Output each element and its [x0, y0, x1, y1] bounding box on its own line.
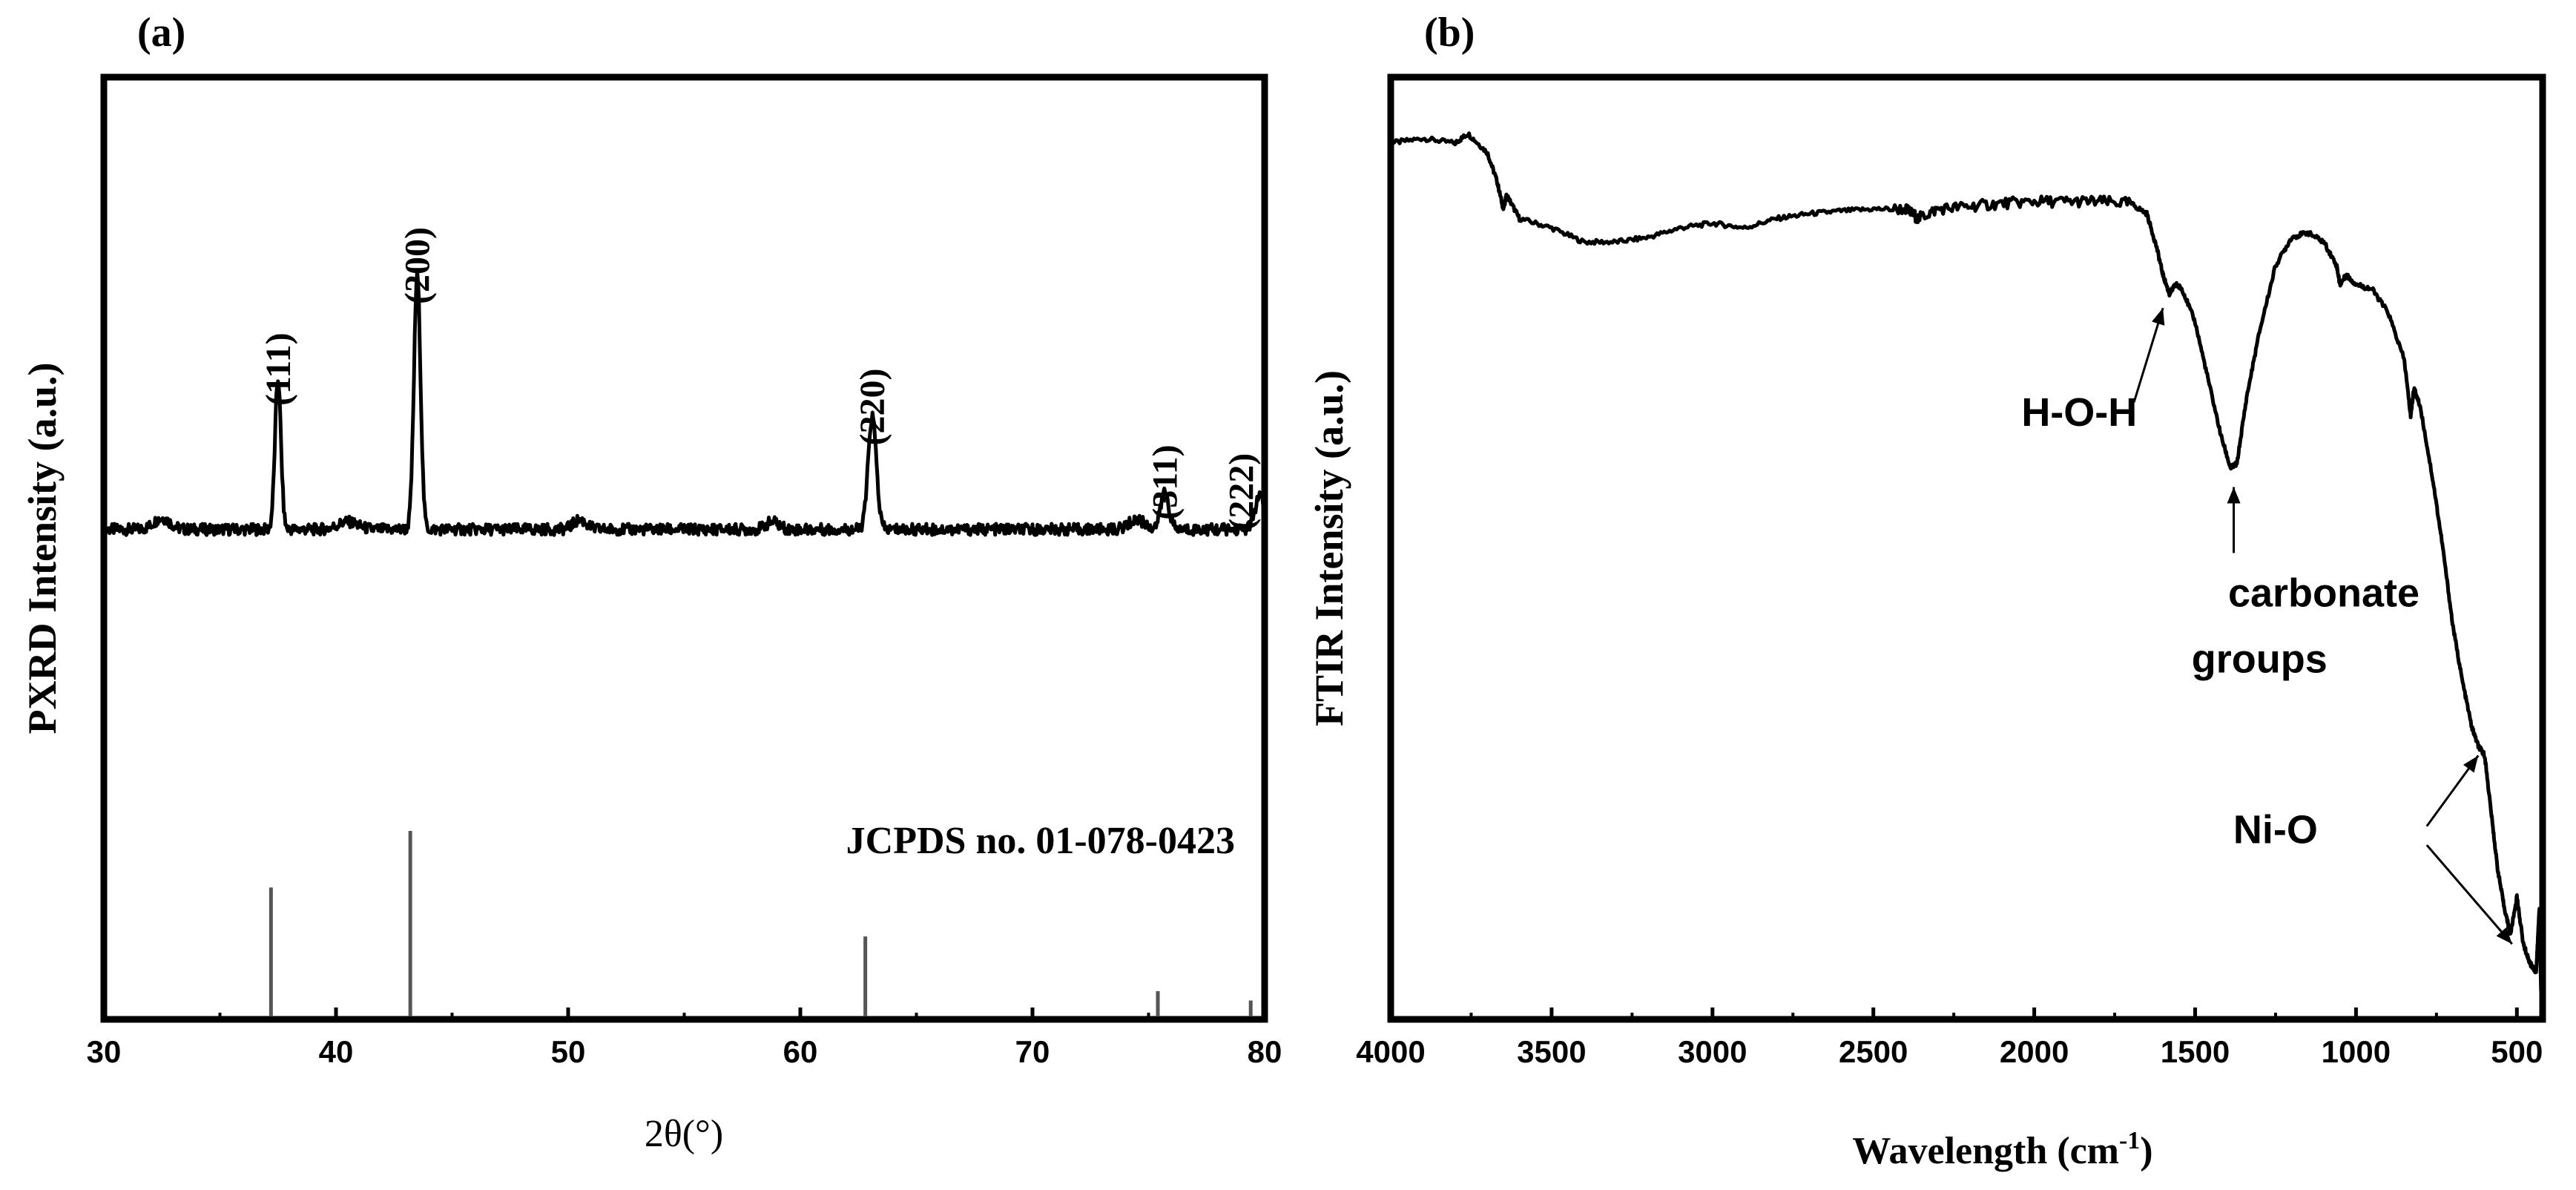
- annotation-ni-o: Ni-O: [2233, 808, 2318, 852]
- x-axis-label-b-sup: -1: [2119, 1127, 2140, 1154]
- x-axis-label-b: Wavelength (cm-1): [1852, 1127, 2152, 1172]
- x-tick-label-a: 30: [87, 1034, 122, 1069]
- annotation-h-o-h: H-O-H: [2021, 390, 2137, 435]
- x-tick-labels-b: 4000 3500 3000 2500 2000 1500 1000 500: [1356, 1034, 2543, 1069]
- peak-label: (111): [259, 332, 298, 406]
- x-tick-label-b: 2000: [2000, 1034, 2069, 1069]
- x-tick-label-b: 1000: [2322, 1034, 2391, 1069]
- annotation-arrow: [2227, 487, 2241, 553]
- panel-a-label: (a): [137, 10, 185, 56]
- annotation-groups: groups: [2192, 637, 2328, 682]
- annotation-carbonate: carbonate: [2228, 571, 2419, 616]
- plot-b-frame: [1387, 73, 2546, 1023]
- x-tick-label-a: 40: [319, 1034, 354, 1069]
- y-axis-label-b: FTIR Intensity (a.u.): [1307, 370, 1351, 726]
- x-axis-label-b-end: ): [2140, 1130, 2152, 1172]
- ftir-line: [1389, 131, 2543, 991]
- x-tick-label-b: 1500: [2161, 1034, 2230, 1069]
- x-axis-label-b-text: Wavelength (cm: [1852, 1130, 2119, 1172]
- panel-a-pxrd: (a) PXRD Intensity (a.u.) 2θ(°) 30 40 50 60…: [20, 10, 1282, 1155]
- x-tick-label-a: 80: [1248, 1034, 1282, 1069]
- annotation-arrow: [2425, 755, 2480, 827]
- x-tick-label-a: 70: [1015, 1034, 1050, 1069]
- annotation-arrows: [2132, 307, 2513, 945]
- x-tick-label-b: 3500: [1517, 1034, 1586, 1069]
- peak-label: (200): [398, 227, 438, 304]
- panel-b-ftir: (b) FTIR Intensity (a.u.) Wavelength (cm…: [1307, 10, 2546, 1172]
- x-ticks-a: [102, 1007, 1267, 1019]
- reference-sticks: [269, 831, 1253, 1016]
- x-tick-label-b: 500: [2491, 1034, 2543, 1069]
- x-tick-label-a: 60: [783, 1034, 818, 1069]
- panel-b-label: (b): [1424, 10, 1475, 56]
- peak-label: (220): [853, 369, 892, 446]
- reference-label: JCPDS no. 01-078-0423: [846, 820, 1235, 862]
- y-axis-label-a: PXRD Intensity (a.u.): [20, 362, 65, 734]
- annotation-arrow: [2425, 844, 2513, 945]
- annotation-arrow: [2132, 307, 2165, 403]
- peak-label: (311): [1145, 444, 1185, 519]
- annotations-b: H-O-H carbonate groups Ni-O: [2021, 390, 2419, 852]
- pxrd-line: [102, 269, 1267, 537]
- x-ticks-b: [1389, 1007, 2519, 1019]
- peak-label: (222): [1222, 453, 1262, 530]
- x-tick-label-b: 4000: [1356, 1034, 1425, 1069]
- plot-a-frame: [100, 73, 1268, 1023]
- x-tick-label-b: 2500: [1839, 1034, 1908, 1069]
- x-axis-label-a: 2θ(°): [645, 1113, 723, 1155]
- peak-labels-a: (111) (200) (220) (311) (222): [259, 227, 1262, 530]
- x-tick-label-a: 50: [551, 1034, 586, 1069]
- x-tick-label-b: 3000: [1678, 1034, 1747, 1069]
- x-tick-labels-a: 30 40 50 60 70 80: [87, 1034, 1282, 1069]
